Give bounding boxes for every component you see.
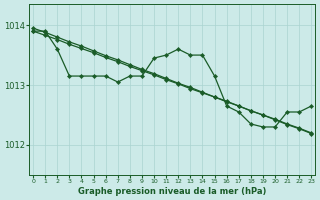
X-axis label: Graphe pression niveau de la mer (hPa): Graphe pression niveau de la mer (hPa)	[78, 187, 267, 196]
